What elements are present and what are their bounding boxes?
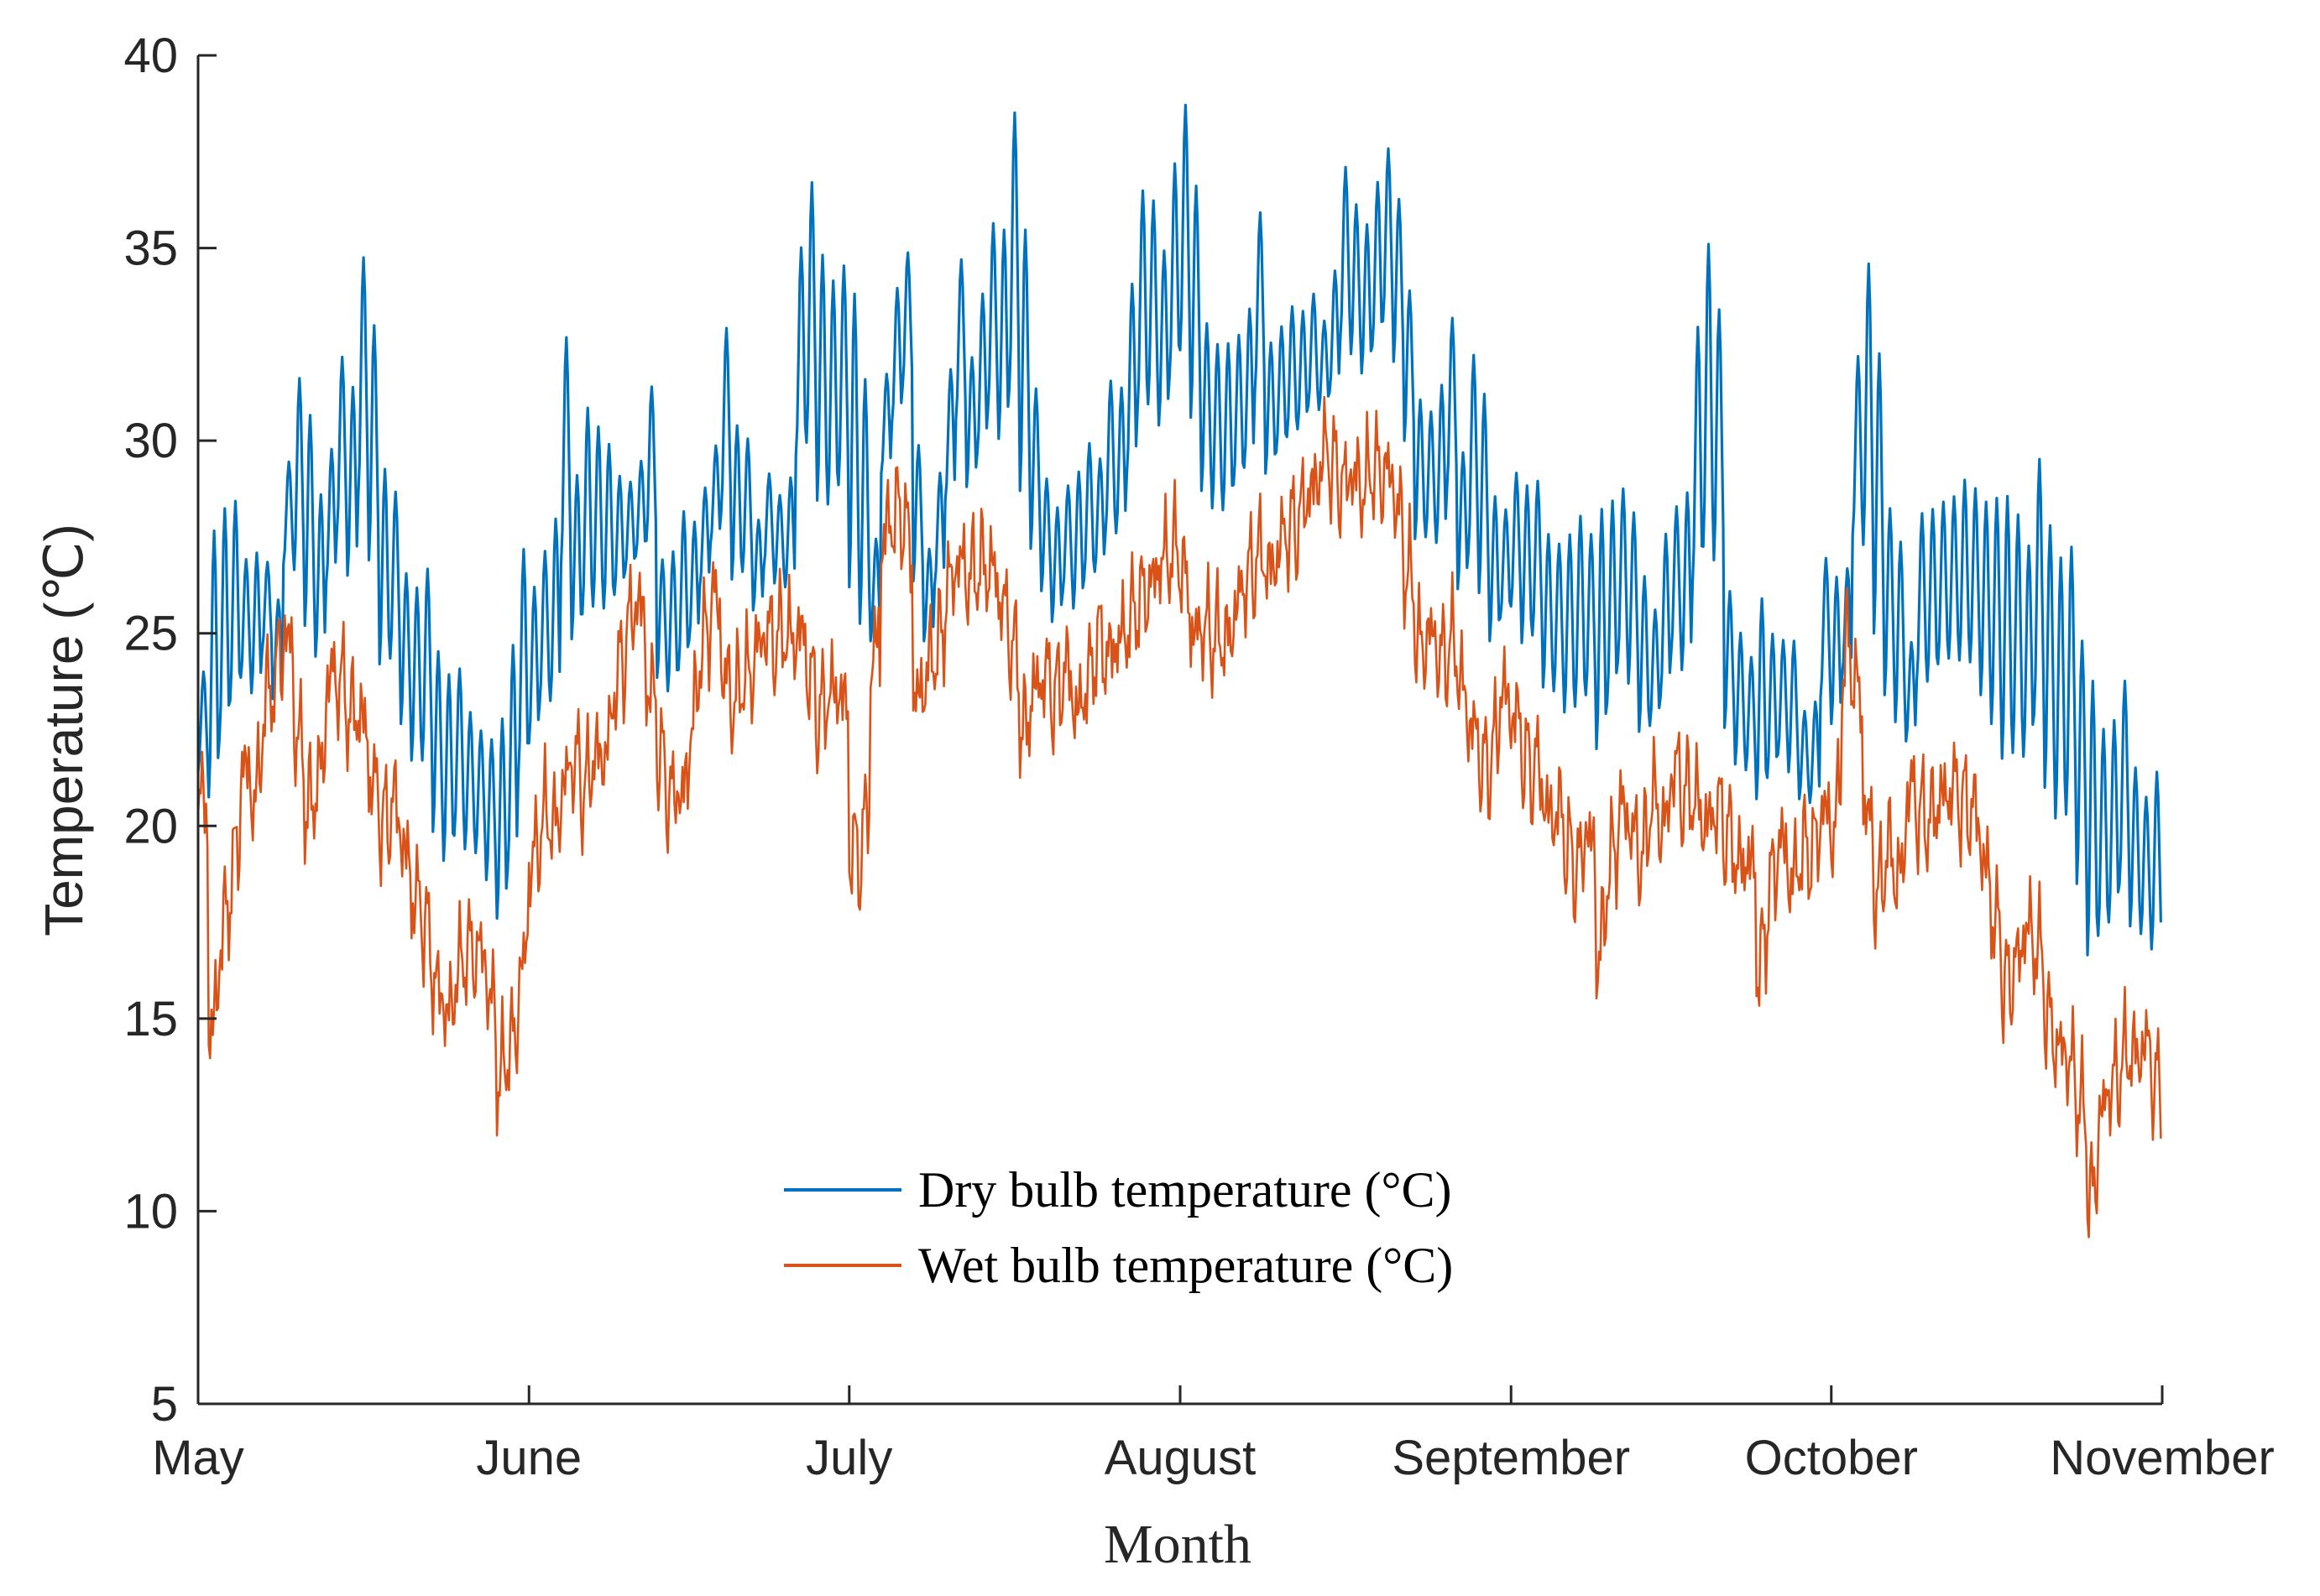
y-tick-label: 5 xyxy=(151,1377,178,1432)
y-tick-label: 40 xyxy=(123,29,178,83)
y-tick-label: 30 xyxy=(123,414,178,468)
x-tick-label: August xyxy=(1105,1431,1257,1485)
y-axis-ticks: 5 10 15 20 25 30 35 40 xyxy=(123,29,217,1432)
series-layer xyxy=(196,103,2162,1239)
y-tick-label: 25 xyxy=(123,607,178,661)
x-tick-label: October xyxy=(1745,1431,1918,1485)
y-axis-label: Temperature (℃) xyxy=(34,524,94,936)
y-tick-label: 20 xyxy=(123,799,178,853)
y-tick-label: 15 xyxy=(123,992,178,1046)
x-axis-label: Month xyxy=(1104,1514,1251,1575)
x-tick-label: November xyxy=(2050,1431,2275,1485)
y-tick-label: 10 xyxy=(123,1184,178,1239)
legend-dry-label: Dry bulb temperature (°C) xyxy=(918,1162,1451,1218)
dry-bulb-series-line xyxy=(196,103,2162,957)
x-tick-label: September xyxy=(1392,1431,1630,1485)
x-tick-label: July xyxy=(806,1431,892,1485)
y-tick-label: 35 xyxy=(123,222,178,276)
legend-wet-label: Wet bulb temperature (°C) xyxy=(918,1238,1453,1293)
x-axis-ticks: May June July August September October Novembe… xyxy=(152,1385,2275,1485)
wet-bulb-series-line xyxy=(196,395,2162,1239)
x-tick-label: June xyxy=(476,1431,582,1485)
legend: Dry bulb temperature (°C) Wet bulb tempe… xyxy=(784,1162,1453,1293)
x-tick-label: May xyxy=(152,1431,244,1485)
